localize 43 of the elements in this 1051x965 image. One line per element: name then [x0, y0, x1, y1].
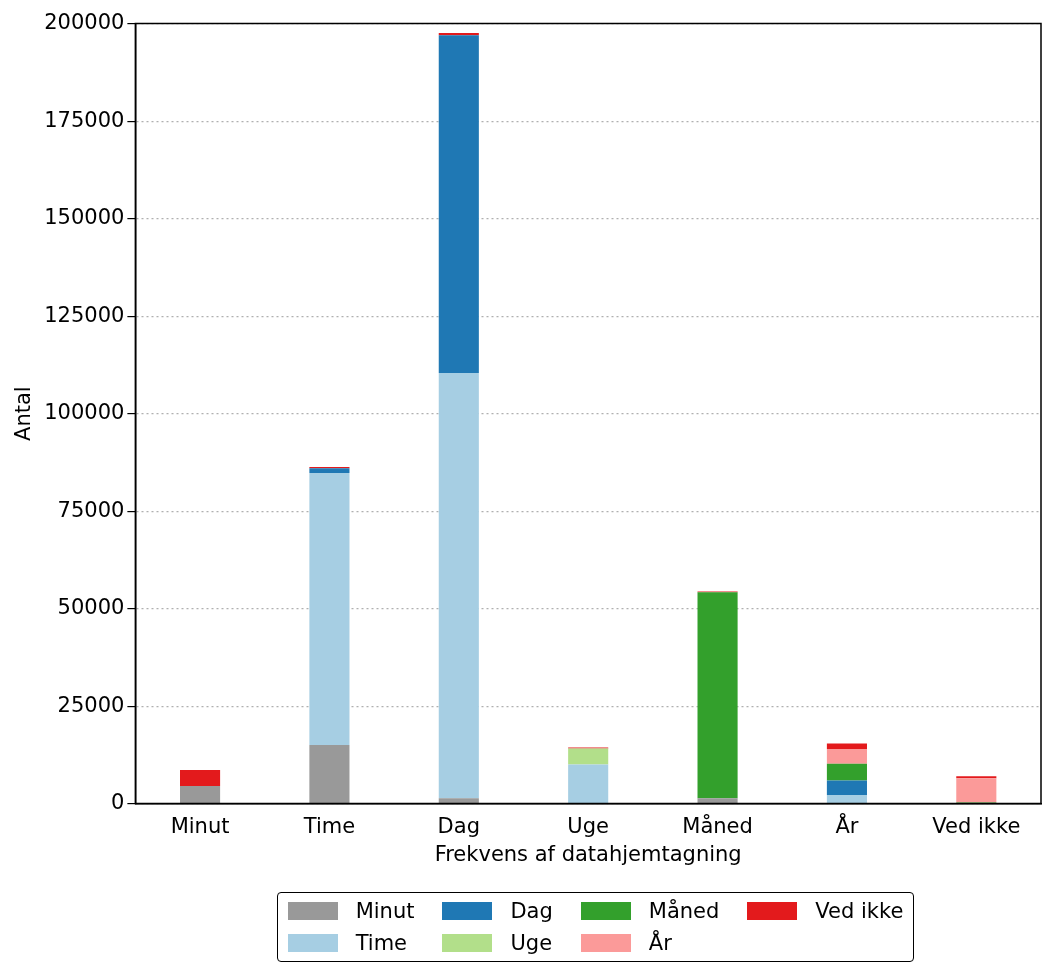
y-tick-label: 75000 — [57, 497, 125, 522]
x-tick-label: Time — [302, 813, 356, 838]
bar — [438, 35, 479, 374]
bar — [826, 780, 867, 796]
y-tick-label: 0 — [110, 790, 125, 815]
bar — [438, 373, 479, 799]
bar — [309, 468, 350, 473]
x-tick-label: Måned — [682, 812, 753, 838]
y-tick-label: 125000 — [44, 302, 125, 327]
bar — [309, 472, 350, 746]
x-tick-label: Uge — [567, 813, 609, 838]
bar — [180, 786, 221, 803]
x-axis-title: Frekvens af datahjemtagning — [434, 841, 742, 866]
y-tick-label: 25000 — [57, 692, 125, 717]
bar — [568, 748, 609, 765]
y-tick-label: 200000 — [44, 10, 125, 35]
bar — [568, 764, 609, 803]
x-tick-label: Minut — [170, 813, 230, 838]
legend-label: Ved ikke — [815, 899, 904, 923]
legend-label: Dag — [510, 899, 553, 923]
bar — [438, 798, 479, 803]
bar — [697, 592, 738, 799]
bar — [180, 770, 221, 787]
x-tick-label: Ved ikke — [932, 813, 1021, 838]
x-tick-label: År — [835, 811, 859, 838]
bar — [826, 743, 867, 749]
bar — [826, 749, 867, 764]
legend-label: År — [648, 931, 672, 955]
bar — [826, 795, 867, 803]
legend-label: Minut — [355, 899, 415, 923]
bar — [697, 798, 738, 803]
legend-label: Måned — [648, 899, 720, 923]
y-tick-label: 150000 — [44, 205, 125, 230]
bar — [309, 745, 350, 803]
legend-label: Time — [355, 931, 408, 955]
y-tick-label: 175000 — [44, 107, 125, 132]
bar — [826, 763, 867, 781]
y-tick-label: 100000 — [44, 400, 125, 425]
x-tick-label: Dag — [437, 813, 480, 838]
bar — [956, 778, 997, 803]
legend-label: Uge — [510, 931, 553, 955]
y-axis-title: Antal — [11, 386, 36, 441]
y-tick-label: 50000 — [57, 595, 125, 620]
